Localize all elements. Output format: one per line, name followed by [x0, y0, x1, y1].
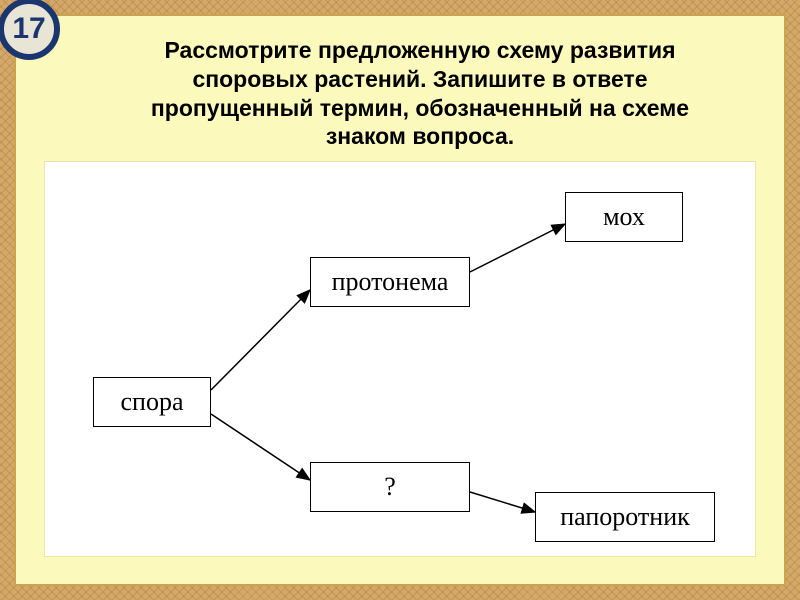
title-line-3: пропущенный термин, обозначенный на схем… [151, 95, 689, 121]
page-background: 17 Рассмотрите предложенную схему развит… [0, 0, 800, 600]
title-line-2: споровых растений. Запишите в ответе [192, 66, 647, 92]
edge-protonema-moh [470, 224, 565, 272]
node-moh: мох [565, 192, 683, 242]
edge-question-paporotnik [470, 492, 535, 512]
node-spora: спора [93, 377, 211, 427]
title-line-1: Рассмотрите предложенную схему развития [164, 37, 675, 63]
question-number: 17 [12, 12, 45, 46]
edge-spora-question [211, 414, 310, 480]
flowchart-diagram: спора протонема? мох папоротник [44, 161, 756, 557]
node-paporotnik: папоротник [535, 492, 715, 542]
instruction-title: Рассмотрите предложенную схему развития … [44, 34, 756, 161]
title-line-4: знаком вопроса. [326, 123, 514, 149]
edge-spora-protonema [211, 290, 310, 390]
node-protonema: протонема [310, 257, 470, 307]
content-panel: Рассмотрите предложенную схему развития … [14, 14, 786, 586]
node-question: ? [310, 462, 470, 512]
